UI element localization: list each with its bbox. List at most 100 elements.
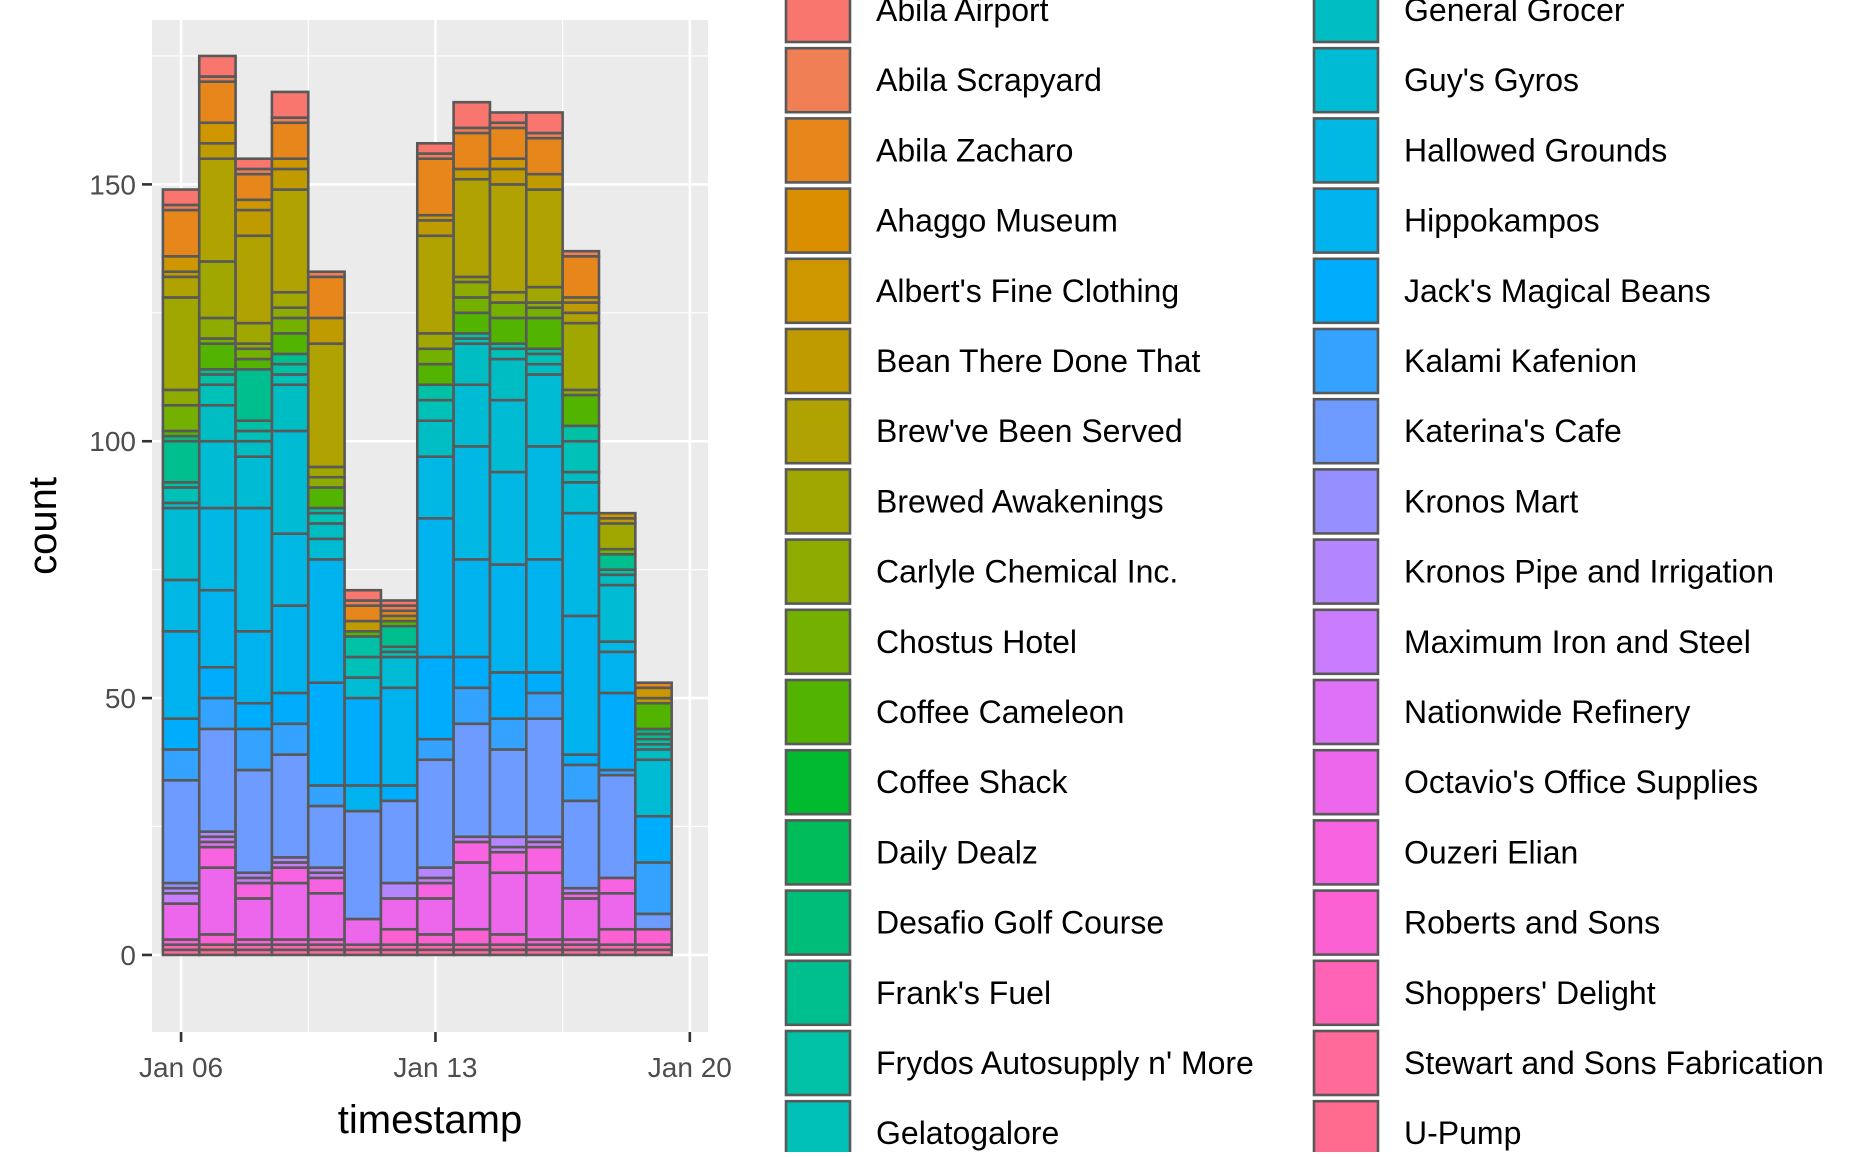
bar-segment — [634, 814, 673, 864]
legend-item: Desafio Golf Course — [784, 889, 1164, 956]
x-tick-label: Jan 06 — [139, 1052, 223, 1083]
bar-segment — [197, 342, 237, 371]
legend-key — [784, 187, 852, 254]
legend-key — [784, 748, 852, 816]
bar-segment — [270, 362, 310, 376]
bar-segment — [234, 768, 274, 875]
bar-segment — [161, 486, 201, 505]
bar-segment — [234, 506, 274, 633]
bar-segment — [161, 403, 201, 433]
bar-segment — [270, 753, 310, 859]
bar-segment — [270, 866, 310, 885]
bar-segment — [270, 121, 310, 161]
legend-label: Gelatogalore — [876, 1115, 1059, 1151]
bar-segment — [197, 665, 237, 700]
bar-segment — [197, 696, 237, 731]
bar-segment — [597, 650, 637, 695]
bar-segment — [234, 701, 274, 731]
bar-segment — [525, 136, 564, 176]
legend-label: Frydos Autosupply n' More — [876, 1045, 1254, 1081]
bar-segment — [306, 275, 346, 320]
bar-segment — [270, 881, 310, 941]
bar-segment — [488, 316, 528, 345]
bar-segment — [488, 748, 528, 839]
bar-segment — [234, 368, 274, 422]
bar-segment — [415, 157, 455, 217]
bar-segment — [452, 383, 492, 448]
legend-label: Carlyle Chemical Inc. — [876, 554, 1178, 590]
legend-key — [1312, 117, 1380, 184]
legend-label: Stewart and Sons Fabrication — [1404, 1045, 1824, 1081]
bar-segment — [561, 511, 601, 618]
legend-key — [1312, 819, 1380, 886]
legend-key — [784, 397, 852, 465]
bar-segment — [415, 219, 455, 238]
bar-segment — [306, 681, 346, 787]
bar-segment — [525, 111, 564, 135]
legend-key — [784, 1099, 852, 1157]
bar-segment — [561, 249, 601, 258]
bar-segment — [561, 424, 601, 443]
legend-label: Roberts and Sons — [1404, 905, 1660, 941]
bar-segment — [306, 475, 346, 489]
bar-segment — [597, 552, 637, 571]
bar-segment — [197, 506, 237, 592]
legend-key — [784, 889, 852, 956]
bar-segment — [415, 234, 455, 335]
bar-segment — [634, 686, 673, 700]
bar-segment — [234, 157, 274, 171]
bar-segment — [561, 614, 601, 756]
bar-segment — [161, 208, 201, 258]
bar-segment — [488, 835, 528, 849]
bar-segment — [270, 373, 310, 387]
bar-segment — [597, 876, 637, 895]
bar-segment — [306, 891, 346, 941]
legend-item: Ouzeri Elian — [1312, 819, 1578, 886]
bar-segment — [161, 578, 201, 633]
bar-segment — [488, 301, 528, 320]
legend-item: Brewed Awakenings — [784, 468, 1164, 535]
legend-item: Frank's Fuel — [784, 959, 1051, 1027]
bar-segment — [634, 681, 673, 690]
bar-segment — [488, 850, 528, 875]
bar-segment — [234, 347, 274, 361]
y-tick-label: 150 — [89, 169, 136, 200]
bar-segment — [597, 691, 637, 772]
bar-segment — [561, 799, 601, 890]
bar-segment — [270, 429, 310, 536]
legend-key — [784, 257, 852, 325]
bar-segment — [525, 871, 564, 941]
legend-item: Carlyle Chemical Inc. — [784, 538, 1178, 605]
bar-segment — [343, 696, 383, 787]
bar-segment — [452, 167, 492, 181]
bar-segment — [488, 563, 528, 674]
bar-segment — [415, 516, 455, 659]
bar-segment — [525, 717, 564, 839]
bar-segment — [306, 270, 346, 279]
bar-segment — [379, 624, 419, 649]
legend-label: Daily Dealz — [876, 834, 1038, 870]
legend-label: U-Pump — [1404, 1115, 1521, 1151]
bar-segment — [270, 332, 310, 356]
legend-item: Hippokampos — [1312, 187, 1600, 254]
bar-segment — [488, 871, 528, 936]
bar-segment — [379, 927, 419, 946]
bar-segment — [343, 619, 383, 633]
bar-segment — [234, 455, 274, 510]
bar-segment — [161, 506, 201, 582]
legend-label: Chostus Hotel — [876, 624, 1077, 660]
bar-segment — [161, 717, 201, 751]
bar-segment — [488, 398, 528, 474]
legend-key — [1312, 889, 1380, 956]
bar-segment — [306, 316, 346, 345]
bar-segment — [452, 840, 492, 864]
bar-segment — [415, 881, 455, 900]
bar-segment — [234, 321, 274, 345]
bar-segment — [270, 691, 310, 726]
bar-segment — [306, 558, 346, 684]
legend-label: Ouzeri Elian — [1404, 834, 1578, 870]
bar-segment — [161, 902, 201, 941]
bar-segment — [234, 727, 274, 772]
legend-item: Maximum Iron and Steel — [1312, 608, 1751, 676]
